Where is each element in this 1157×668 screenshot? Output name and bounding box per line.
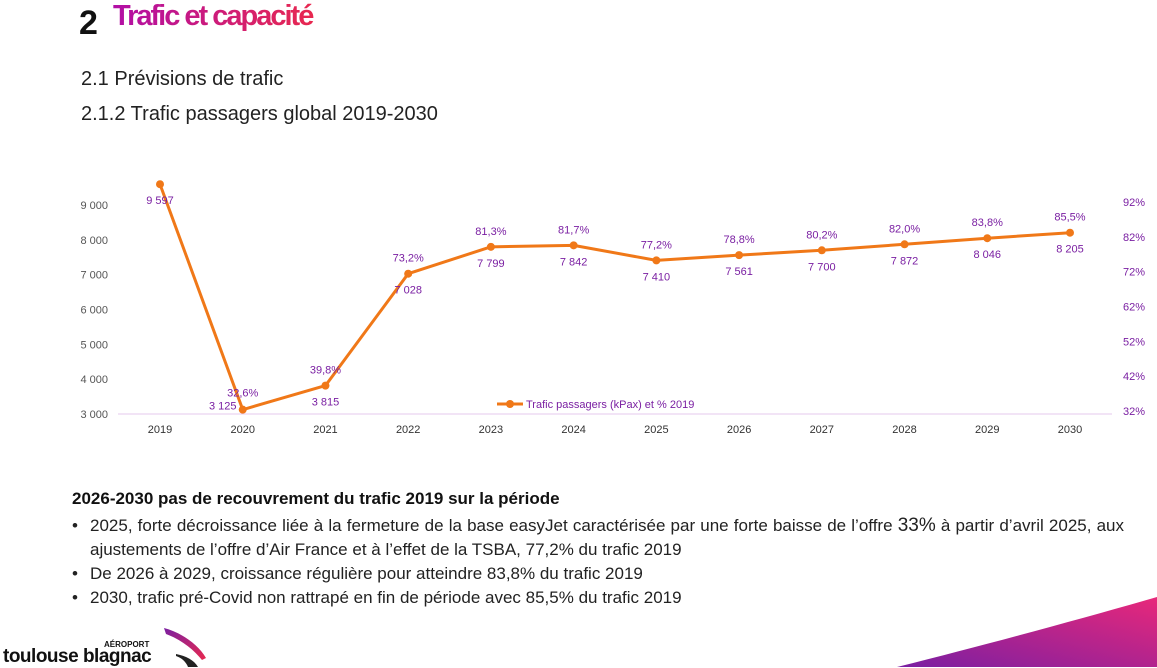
data-value-label: 7 842	[560, 256, 588, 268]
data-point	[735, 251, 744, 260]
bullet-2025-text-b: à partir d’avril 2025, aux ajustements d…	[90, 516, 1125, 559]
y2-tick-label: 32%	[1123, 406, 1145, 418]
data-point	[156, 180, 164, 189]
section-number: 2	[79, 4, 98, 42]
y-tick-label: 4 000	[80, 374, 108, 386]
bullet-2025-percent: 33%	[897, 515, 936, 536]
data-value-label: 7 561	[725, 266, 753, 278]
subsection-heading: 2.1 Prévisions de trafic	[81, 68, 284, 90]
x-tick-label: 2020	[230, 424, 254, 436]
traffic-line-chart: 3 000 4 000 5 000 6 000 7 000 8 000 9 000 32% 42…	[80, 180, 1145, 436]
y2-tick-label: 92%	[1123, 197, 1145, 209]
x-tick-label: 2025	[644, 424, 668, 436]
data-point	[652, 256, 661, 265]
data-point	[1066, 228, 1074, 237]
y2-tick-label: 62%	[1123, 302, 1145, 314]
logo-brand-text: toulouse blagnac	[3, 646, 152, 667]
legend-marker	[506, 400, 514, 408]
data-value-label: 7 700	[808, 261, 836, 273]
bullet-2025: 2025, forte décroissance liée à la ferme…	[72, 514, 1124, 562]
x-tick-label: 2028	[892, 424, 916, 436]
y2-tick-label: 42%	[1123, 371, 1145, 383]
y2-tick-label: 82%	[1123, 232, 1145, 244]
bullet-2030: 2030, trafic pré-Covid non rattrapé en f…	[72, 586, 1124, 610]
data-point	[486, 242, 495, 251]
data-value-label: 3 125	[209, 401, 237, 413]
data-percent-label: 83,8%	[972, 217, 1003, 229]
data-value-label: 8 205	[1056, 244, 1084, 256]
data-point	[569, 241, 578, 250]
y-tick-label: 6 000	[80, 305, 108, 317]
corner-swoosh-decoration	[897, 597, 1157, 667]
data-percent-label: 39,8%	[310, 365, 341, 377]
section-title: Trafic et capacité	[113, 0, 316, 32]
subsubsection-heading: 2.1.2 Trafic passagers global 2019-2030	[81, 103, 438, 125]
toulouse-blagnac-logo: AÉROPORT toulouse blagnac	[0, 626, 240, 667]
legend-label: Trafic passagers (kPax) et % 2019	[526, 399, 694, 411]
x-tick-label: 2024	[561, 424, 585, 436]
x-tick-label: 2026	[727, 424, 751, 436]
y-tick-label: 9 000	[80, 200, 108, 212]
summary-bullets: 2025, forte décroissance liée à la ferme…	[72, 514, 1124, 610]
data-value-label: 7 410	[643, 271, 671, 283]
data-percent-label: 82,0%	[889, 223, 920, 235]
data-percent-label: 81,3%	[475, 226, 506, 238]
data-point	[321, 381, 330, 390]
data-value-label: 9 597	[146, 195, 174, 207]
x-tick-label: 2019	[148, 424, 172, 436]
data-percent-label: 73,2%	[393, 253, 424, 265]
data-value-label: 3 815	[312, 397, 340, 409]
data-percent-label: 32,6%	[227, 388, 258, 400]
data-value-label: 7 799	[477, 258, 505, 270]
summary-heading: 2026-2030 pas de recouvrement du trafic …	[72, 489, 560, 508]
data-percent-label: 78,8%	[723, 234, 754, 246]
x-tick-label: 2030	[1058, 424, 1082, 436]
data-point	[238, 405, 247, 414]
logo-swoosh-icon	[164, 628, 206, 667]
data-percent-label: 85,5%	[1054, 212, 1085, 224]
data-value-label: 7 028	[394, 285, 422, 297]
data-percent-label: 77,2%	[641, 239, 672, 251]
section-title-text: Trafic et capacité	[113, 0, 314, 32]
x-tick-label: 2021	[313, 424, 337, 436]
x-tick-label: 2023	[479, 424, 503, 436]
x-tick-label: 2027	[810, 424, 834, 436]
bullet-2026-2029: De 2026 à 2029, croissance régulière pou…	[72, 562, 1124, 586]
data-percent-label: 81,7%	[558, 224, 589, 236]
y2-tick-label: 72%	[1123, 267, 1145, 279]
x-tick-label: 2029	[975, 424, 999, 436]
data-value-label: 8 046	[974, 249, 1002, 261]
x-tick-label: 2022	[396, 424, 420, 436]
data-point	[404, 269, 413, 278]
bullet-2025-text-a: 2025, forte décroissance liée à la ferme…	[90, 516, 898, 535]
data-value-label: 7 872	[891, 255, 919, 267]
data-percent-label: 80,2%	[806, 229, 837, 241]
series-line	[158, 183, 1071, 412]
logo-airport-label: AÉROPORT	[104, 640, 150, 649]
y-tick-label: 3 000	[80, 409, 108, 421]
data-point	[817, 246, 826, 255]
data-point	[900, 240, 909, 249]
y-tick-label: 5 000	[80, 339, 108, 351]
y-tick-label: 8 000	[80, 235, 108, 247]
y-tick-label: 7 000	[80, 270, 108, 282]
data-point	[983, 234, 992, 243]
y2-tick-label: 52%	[1123, 336, 1145, 348]
